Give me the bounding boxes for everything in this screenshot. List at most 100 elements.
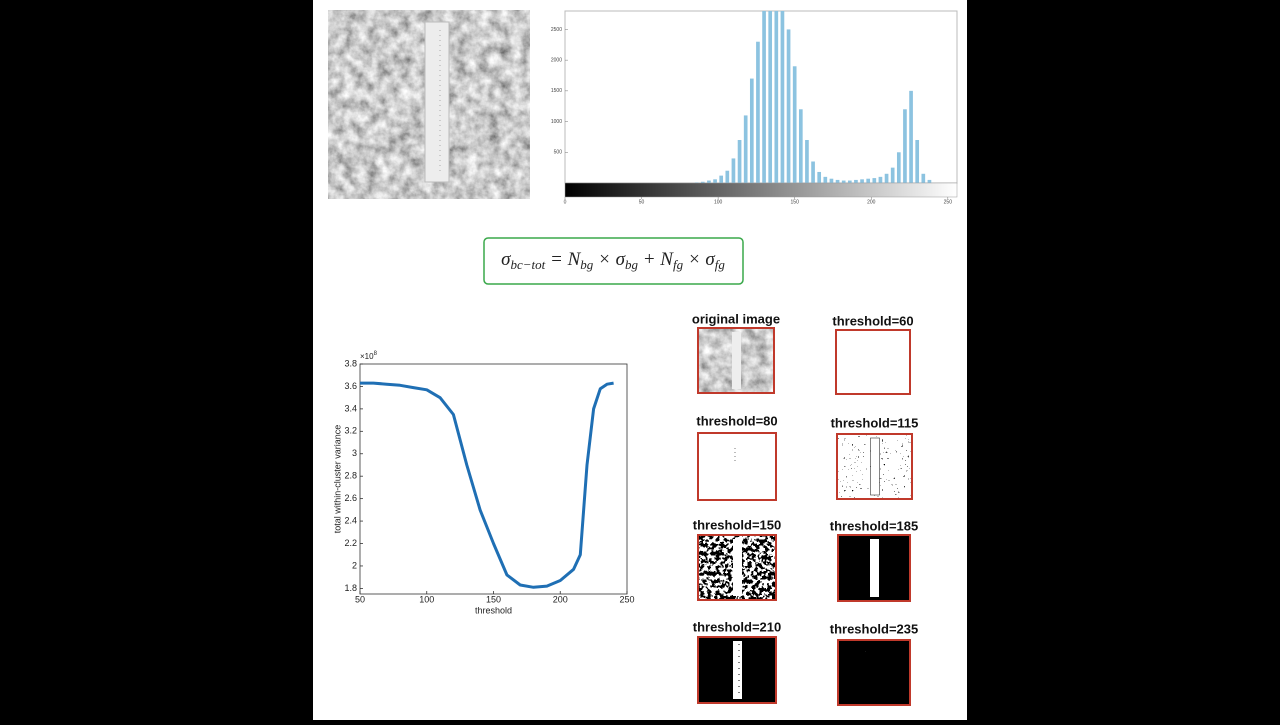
thumbnail-frame — [697, 432, 777, 501]
colorbar — [564, 182, 958, 198]
histogram-bar — [847, 180, 852, 183]
y-tick-label: 3.6 — [344, 381, 357, 391]
formula-symbol: × σ — [683, 249, 715, 270]
x-tick-label: 100 — [714, 199, 723, 205]
thumbnail-title: threshold=60 — [832, 313, 913, 328]
thumbnail-title: threshold=80 — [696, 413, 777, 428]
thumbnail: threshold=115 — [831, 415, 918, 500]
thumbnail: original image — [692, 311, 780, 394]
y-multiplier: ×108 — [360, 351, 378, 362]
data-line — [360, 381, 614, 589]
plot-area — [564, 10, 958, 184]
thumbnail-frame — [837, 639, 911, 706]
histogram-bar — [811, 161, 815, 183]
histogram-bar — [768, 11, 773, 183]
x-tick-label: 150 — [486, 594, 501, 604]
histogram-bar — [743, 115, 748, 183]
histogram-bar — [921, 173, 926, 183]
thumbnail-frame — [697, 534, 777, 601]
histogram-bar — [694, 182, 699, 183]
formula-subscript: bg — [580, 257, 594, 272]
histogram-bar — [884, 173, 889, 183]
formula-symbol: × σ — [593, 249, 625, 270]
histogram-bar — [860, 179, 864, 183]
y-tick-label: 2.4 — [344, 515, 357, 525]
thumbnail-title: original image — [692, 311, 780, 326]
thumbnail-ruler — [870, 539, 879, 597]
formula-subscript: bg — [625, 257, 639, 272]
formula: σbc−tot​ = Nbg​ × σbg​ + Nfg​ × σfg​ — [501, 249, 725, 272]
histogram-bar — [792, 66, 797, 183]
thumbnail-image — [836, 330, 910, 394]
histogram-bar — [707, 180, 711, 183]
histogram-bar — [835, 179, 840, 183]
y-tick-label: 2000 — [551, 57, 562, 63]
histogram-bar — [890, 167, 895, 183]
source-photo — [328, 10, 530, 199]
y-tick-label: 2.6 — [344, 493, 357, 503]
y-tick-label: 1000 — [551, 119, 562, 125]
histogram-bar — [786, 29, 791, 183]
thumbnail-ruler — [733, 539, 742, 596]
x-tick-label: 50 — [355, 594, 365, 604]
thumbnail: threshold=235 — [830, 621, 919, 706]
y-multiplier-exponent: 8 — [374, 351, 378, 357]
y-tick-label: 3.2 — [344, 426, 357, 436]
ruler — [424, 21, 450, 183]
formula-subscript: bc−tot — [510, 257, 545, 272]
histogram-bar — [841, 180, 846, 183]
histogram-bar — [719, 175, 724, 183]
histogram-bar — [829, 178, 834, 183]
histogram-bar — [903, 109, 907, 183]
histogram-bar — [805, 140, 809, 183]
x-tick-label: 100 — [419, 594, 434, 604]
thumbnail-title: threshold=150 — [693, 517, 782, 532]
y-tick-label: 1500 — [551, 88, 562, 94]
y-tick-label: 3.8 — [344, 358, 357, 368]
histogram-bar — [780, 11, 785, 183]
thumbnail-ruler — [733, 641, 742, 699]
y-tick-label: 2.8 — [344, 471, 357, 481]
formula-symbol: σ — [501, 249, 511, 270]
thumbnail-noise — [838, 640, 910, 705]
histogram-bar — [823, 176, 828, 183]
y-tick-label: 500 — [554, 150, 563, 156]
y-tick-label: 1.8 — [344, 583, 357, 593]
histogram-bar — [878, 176, 883, 183]
thumbnail-ruler — [870, 437, 880, 496]
histogram-bar — [731, 158, 736, 183]
histogram-bar — [872, 178, 877, 183]
histogram-bar — [817, 171, 822, 183]
x-tick-label: 250 — [619, 594, 634, 604]
y-tick-label: 2.2 — [344, 538, 357, 548]
histogram-bar — [909, 90, 913, 183]
formula-symbol: = N — [545, 249, 581, 270]
histogram-bar — [896, 152, 901, 183]
thumbnail-image — [698, 433, 776, 500]
histogram-bar — [749, 78, 754, 183]
histogram-bar — [713, 179, 717, 183]
x-tick-label: 0 — [564, 199, 567, 205]
x-tick-label: 250 — [944, 199, 953, 205]
histogram-bar — [762, 11, 766, 183]
thumbnail: threshold=60 — [832, 313, 914, 395]
histogram-bar — [798, 109, 803, 183]
x-axis-label: threshold — [475, 605, 512, 615]
histogram-bar — [756, 41, 760, 183]
x-tick-label: 200 — [867, 199, 876, 205]
y-axis-label: total within-cluster variance — [332, 425, 342, 534]
thumbnail-ruler — [732, 332, 741, 389]
histogram-bar — [854, 179, 858, 183]
thumbnail-title: threshold=235 — [830, 621, 919, 636]
formula-subscript: fg — [715, 257, 726, 272]
histogram-bar — [927, 179, 932, 183]
histogram-bar — [700, 181, 705, 183]
thumbnail-title: threshold=210 — [693, 619, 782, 634]
histogram-bar — [725, 170, 730, 183]
y-multiplier-base: ×10 — [360, 352, 374, 361]
y-tick-label: 3.4 — [344, 403, 357, 413]
x-tick-label: 50 — [639, 199, 645, 205]
y-tick-label: 2500 — [551, 27, 562, 33]
